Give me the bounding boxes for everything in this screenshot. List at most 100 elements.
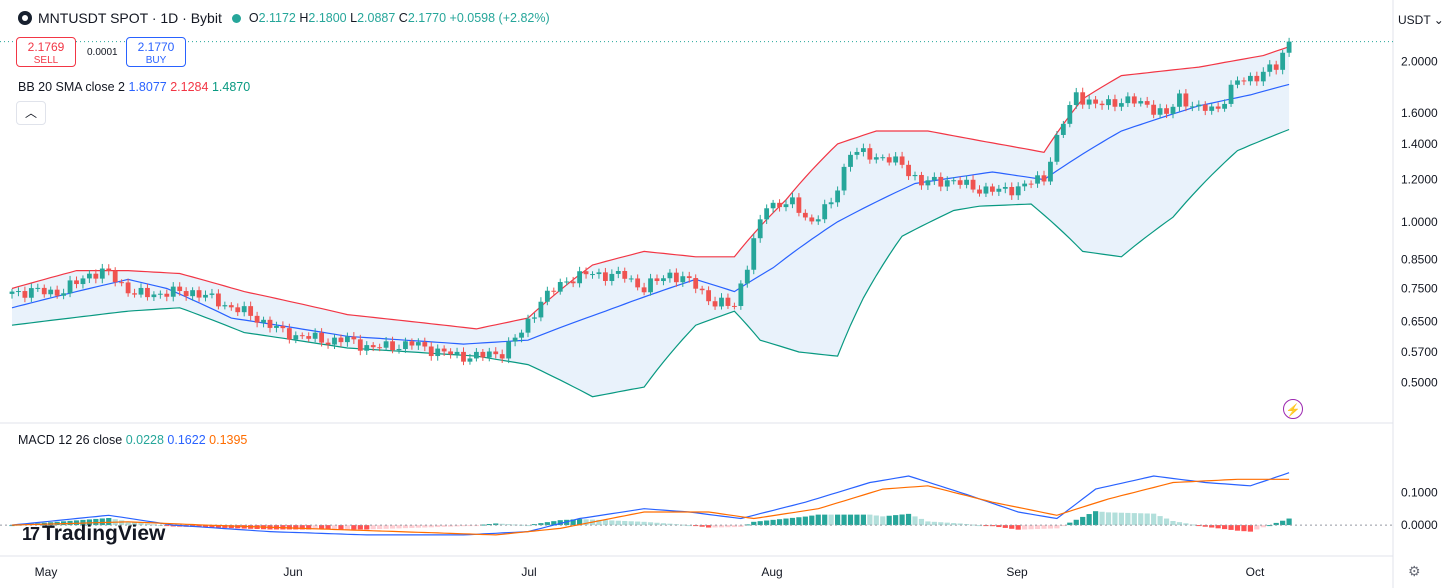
lightning-icon[interactable]: ⚡ — [1283, 399, 1303, 419]
macd-hist-bar — [1015, 525, 1021, 530]
macd-hist-bar — [931, 521, 937, 526]
macd-hist-bar — [551, 521, 557, 526]
macd-hist-bar — [325, 525, 331, 530]
macd-hist-bar — [428, 525, 434, 528]
sell-price: 2.1769 — [27, 40, 65, 54]
macd-hist-bar — [144, 523, 151, 526]
candle — [1080, 92, 1086, 105]
macd-hist-bar — [1047, 525, 1054, 529]
candle — [990, 186, 995, 192]
candle — [1131, 96, 1137, 104]
candle — [61, 293, 66, 296]
macd-hist-bar — [615, 520, 621, 526]
macd-hist-bar — [1093, 511, 1099, 526]
macd-hist-bar — [377, 525, 383, 530]
macd-hist-bar — [1215, 525, 1221, 529]
candle — [338, 337, 344, 343]
macd-hist-bar — [1163, 518, 1170, 526]
macd-hist-bar — [415, 525, 421, 528]
candle — [1280, 52, 1286, 70]
macd-hist-bar — [699, 525, 705, 527]
candle — [428, 346, 434, 357]
macd-hist-bar — [964, 524, 970, 526]
candle — [673, 272, 679, 283]
candle — [1099, 103, 1105, 106]
price-tick-label: 0.5700 — [1401, 345, 1438, 359]
candle — [873, 157, 879, 160]
candle — [957, 180, 963, 185]
macd-hist-bar — [80, 519, 86, 526]
macd-hist-bar — [899, 514, 905, 526]
macd-hist-bar — [364, 525, 370, 530]
price-tick-label: 1.4000 — [1401, 137, 1438, 151]
candle — [106, 268, 112, 271]
candle — [196, 290, 202, 298]
macd-hist-bar — [873, 515, 879, 526]
macd-hist-bar — [286, 525, 292, 530]
macd-hist-bar — [841, 514, 847, 526]
macd-hist-bar — [725, 525, 731, 528]
candle — [1164, 108, 1169, 114]
candle — [970, 179, 976, 190]
macd-hist-bar — [989, 525, 995, 527]
macd-signal-line — [11, 478, 1290, 536]
symbol-header[interactable]: MNTUSDT SPOT · 1D · Bybit O2.1172 H2.180… — [18, 10, 550, 26]
candle — [512, 337, 518, 342]
candle — [87, 273, 92, 279]
candle — [493, 351, 499, 355]
candle — [390, 341, 395, 351]
time-tick-label: Oct — [1246, 565, 1265, 579]
bb-legend[interactable]: BB 20 SMA close 2 1.8077 2.1284 1.4870 — [18, 80, 250, 94]
macd-hist-bar — [409, 525, 415, 528]
candle — [519, 332, 524, 338]
candle — [332, 337, 337, 345]
candle — [351, 336, 357, 340]
candle — [1273, 64, 1279, 70]
candle — [583, 271, 589, 275]
price-tick-label: 0.8500 — [1401, 252, 1438, 266]
candle — [1125, 96, 1131, 104]
candle — [261, 319, 266, 323]
candle — [1138, 101, 1144, 104]
macd-hist-value: 0.0228 — [125, 433, 164, 447]
candle — [248, 306, 254, 316]
candle — [983, 186, 989, 194]
candle — [1093, 99, 1098, 104]
candle — [603, 272, 608, 281]
candle — [854, 151, 860, 155]
macd-hist-bar — [1112, 512, 1118, 526]
candle — [93, 273, 99, 279]
currency-unit-dropdown[interactable]: USDT ⌄ — [1398, 13, 1444, 27]
macd-hist-bar — [299, 525, 305, 530]
candle — [912, 174, 918, 177]
macd-hist-bar — [293, 525, 299, 530]
candle — [661, 278, 666, 282]
macd-hist-bar — [209, 525, 215, 528]
macd-signal-value: 0.1395 — [209, 433, 248, 447]
macd-hist-bar — [557, 520, 563, 526]
buy-button[interactable]: 2.1770 BUY — [126, 37, 186, 67]
collapse-legend-button[interactable]: ︿ — [16, 101, 46, 125]
candle — [667, 272, 673, 279]
candle — [499, 354, 505, 359]
macd-legend[interactable]: MACD 12 26 close 0.0228 0.1622 0.1395 — [18, 433, 247, 447]
settings-gear-icon[interactable]: ⚙ — [1408, 563, 1421, 579]
macd-hist-bar — [1034, 525, 1041, 530]
macd-hist-bar — [422, 525, 428, 528]
candle — [467, 358, 473, 362]
macd-hist-bar — [577, 519, 583, 526]
candle — [931, 176, 937, 181]
macd-hist-bar — [1002, 525, 1008, 528]
macd-hist-bar — [641, 521, 647, 526]
candle — [564, 281, 570, 283]
candle — [1215, 106, 1221, 109]
ohlc-values: O2.1172 H2.1800 L2.0887 C2.1770 +0.0598 … — [248, 11, 550, 25]
sell-button[interactable]: 2.1769 SELL — [16, 37, 76, 67]
candle — [835, 190, 840, 203]
macd-hist-bar — [454, 525, 460, 527]
candle — [1054, 134, 1060, 162]
macd-hist-bar — [1260, 525, 1266, 528]
candle — [448, 351, 453, 355]
macd-hist-bar — [718, 525, 725, 528]
